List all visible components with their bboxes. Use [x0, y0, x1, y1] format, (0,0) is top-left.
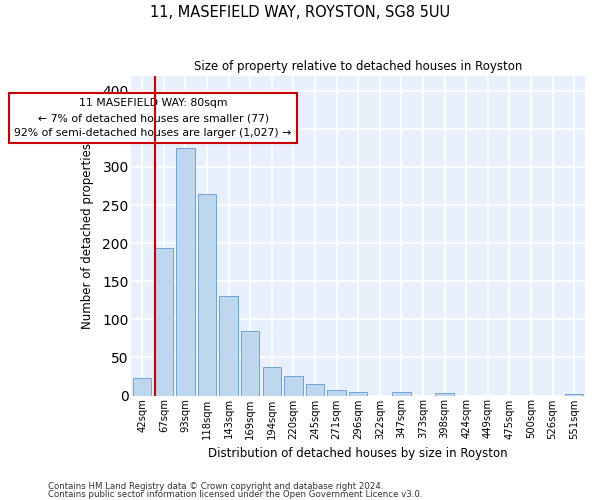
Bar [198, 194, 216, 396]
Bar [263, 366, 281, 396]
Bar [133, 378, 151, 396]
Bar [284, 376, 302, 396]
Text: Contains HM Land Registry data © Crown copyright and database right 2024.: Contains HM Land Registry data © Crown c… [48, 482, 383, 491]
Bar [306, 384, 324, 396]
Y-axis label: Number of detached properties: Number of detached properties [81, 142, 94, 328]
Bar [565, 394, 583, 396]
X-axis label: Distribution of detached houses by size in Royston: Distribution of detached houses by size … [208, 447, 508, 460]
Text: Contains public sector information licensed under the Open Government Licence v3: Contains public sector information licen… [48, 490, 422, 499]
Title: Size of property relative to detached houses in Royston: Size of property relative to detached ho… [194, 60, 523, 73]
Bar [176, 148, 194, 396]
Text: 11 MASEFIELD WAY: 80sqm
← 7% of detached houses are smaller (77)
92% of semi-det: 11 MASEFIELD WAY: 80sqm ← 7% of detached… [14, 98, 292, 138]
Bar [328, 390, 346, 396]
Bar [241, 331, 259, 396]
Bar [155, 248, 173, 396]
Bar [349, 392, 367, 396]
Bar [220, 296, 238, 396]
Text: 11, MASEFIELD WAY, ROYSTON, SG8 5UU: 11, MASEFIELD WAY, ROYSTON, SG8 5UU [150, 5, 450, 20]
Bar [392, 392, 410, 396]
Bar [436, 393, 454, 396]
